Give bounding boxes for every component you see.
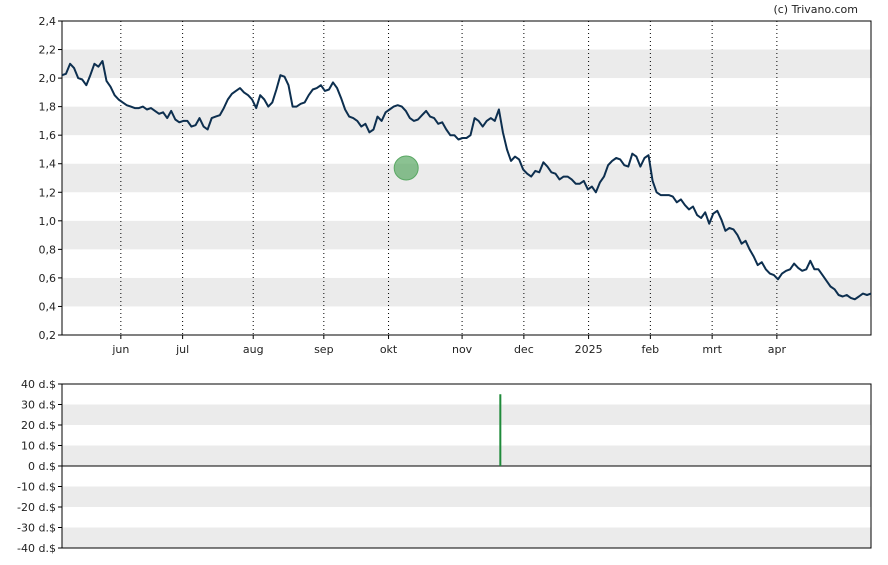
price-band	[62, 220, 871, 250]
dividend-y-tick-label: 20 d.$	[21, 419, 56, 432]
price-x-tick-label: feb	[642, 343, 660, 356]
dividend-y-tick-label: -20 d.$	[17, 501, 56, 514]
price-x-axis: jun jul aug sep okt nov dec 2025 feb mrt apr	[111, 335, 786, 356]
price-band	[62, 49, 871, 79]
dividend-bands	[62, 404, 871, 548]
dividend-band	[62, 486, 871, 507]
price-plot-frame	[61, 20, 872, 336]
dividend-band	[62, 527, 871, 548]
dividend-y-tick-label: -30 d.$	[17, 522, 56, 535]
price-x-tick-label: apr	[768, 343, 787, 356]
price-band	[62, 277, 871, 307]
dividend-y-tick-label: 40 d.$	[21, 378, 56, 391]
price-y-tick-label: 1,8	[39, 101, 57, 114]
price-y-tick-label: 0,8	[39, 243, 57, 256]
dividend-y-axis: 40 d.$ 30 d.$ 20 d.$ 10 d.$ 0 d.$ -10 d.$ -20 …	[17, 378, 62, 555]
price-y-tick-label: 2,2	[39, 44, 57, 57]
dividend-band	[62, 404, 871, 425]
price-series-line	[61, 60, 872, 301]
price-x-tick-label: dec	[514, 343, 534, 356]
price-panel: 2,4 2,2 2,0 1,8 1,6 1,4 1,2 1,0 0,8 0,6 0,4 0,2 jun…	[39, 15, 872, 356]
dividend-y-tick-label: 30 d.$	[21, 399, 56, 412]
price-y-tick-label: 0,4	[39, 300, 57, 313]
price-y-axis: 2,4 2,2 2,0 1,8 1,6 1,4 1,2 1,0 0,8 0,6 0,4 0,2	[39, 15, 62, 342]
price-x-tick-label: jun	[111, 343, 129, 356]
price-x-tick-label: sep	[314, 343, 333, 356]
dividend-y-tick-label: -40 d.$	[17, 542, 56, 555]
price-bands	[62, 49, 871, 307]
price-y-tick-label: 2,0	[39, 72, 57, 85]
credit-text: (c) Trivano.com	[773, 3, 858, 16]
price-y-tick-label: 1,6	[39, 129, 57, 142]
price-y-tick-label: 0,6	[39, 272, 57, 285]
price-y-tick-label: 1,4	[39, 158, 57, 171]
price-x-tick-label: okt	[380, 343, 398, 356]
price-x-tick-label: jul	[175, 343, 189, 356]
price-y-tick-label: 0,2	[39, 329, 57, 342]
event-marker	[393, 155, 419, 181]
price-x-tick-label: nov	[452, 343, 473, 356]
price-band	[62, 163, 871, 193]
dividend-y-tick-label: -10 d.$	[17, 481, 56, 494]
price-x-tick-label: aug	[243, 343, 264, 356]
dividend-y-tick-label: 0 d.$	[28, 460, 56, 473]
price-y-tick-label: 1,0	[39, 215, 57, 228]
dividend-band	[62, 445, 871, 466]
price-x-tick-label: mrt	[702, 343, 722, 356]
price-y-tick-label: 1,2	[39, 186, 57, 199]
dividend-y-tick-label: 10 d.$	[21, 440, 56, 453]
dividend-panel: 40 d.$ 30 d.$ 20 d.$ 10 d.$ 0 d.$ -10 d.$ -20 …	[17, 378, 872, 555]
price-y-tick-label: 2,4	[39, 15, 57, 28]
price-x-tick-label: 2025	[575, 343, 603, 356]
price-vertical-grid	[120, 21, 778, 335]
